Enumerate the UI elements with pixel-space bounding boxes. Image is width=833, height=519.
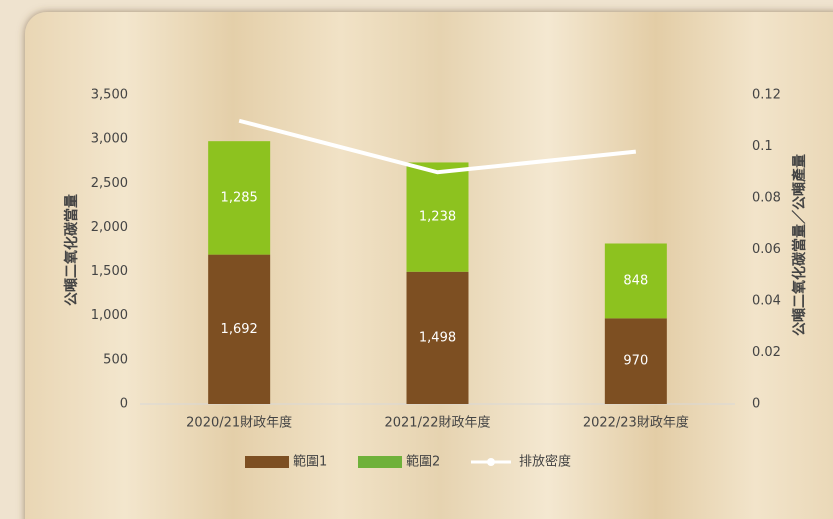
value-label: 1,498	[419, 330, 456, 345]
line-series	[238, 118, 637, 175]
y2-tick-label: 0.06	[752, 242, 781, 257]
value-label: 848	[623, 273, 648, 288]
y2-tick-label: 0.04	[752, 294, 781, 309]
y-axis-label: 公噸二氧化碳當量	[63, 194, 80, 306]
legend-swatch	[245, 456, 289, 468]
y-tick-label: 1,000	[91, 308, 128, 323]
y2-tick-label: 0.02	[752, 345, 781, 360]
legend-swatch	[358, 456, 402, 468]
y-tick-label: 1,500	[91, 264, 128, 279]
y-tick-label: 500	[103, 352, 128, 367]
value-label: 1,692	[221, 322, 258, 337]
x-tick-label: 2020/21財政年度	[186, 415, 292, 431]
y2-tick-label: 0	[752, 397, 760, 412]
bar-segment	[208, 254, 271, 404]
bar-segment	[604, 243, 667, 319]
legend-label: 範圍2	[406, 455, 440, 470]
y-tick-label: 2,500	[91, 176, 128, 191]
bar-segment	[406, 271, 469, 404]
y2-tick-label: 0.12	[752, 88, 781, 103]
x-tick-label: 2022/23財政年度	[583, 415, 689, 431]
y2-tick-label: 0.1	[752, 139, 773, 154]
y-tick-label: 3,000	[91, 132, 128, 147]
y-tick-label: 2,000	[91, 220, 128, 235]
x-tick-label: 2021/22財政年度	[384, 415, 490, 431]
value-label: 1,238	[419, 210, 456, 225]
legend-label: 排放密度	[519, 454, 571, 470]
y2-axis-label: 公噸二氧化碳當量／公噸產量	[791, 154, 808, 336]
legend-swatch-marker	[487, 458, 495, 466]
value-label: 970	[623, 354, 648, 369]
value-label: 1,285	[221, 190, 258, 205]
y-tick-label: 0	[120, 397, 128, 412]
y-tick-label: 3,500	[91, 88, 128, 103]
bar-segment	[604, 318, 667, 404]
bar-segment	[208, 141, 271, 255]
bar-segment	[406, 162, 469, 272]
legend-label: 範圍1	[293, 455, 327, 470]
y2-tick-label: 0.08	[752, 191, 781, 206]
